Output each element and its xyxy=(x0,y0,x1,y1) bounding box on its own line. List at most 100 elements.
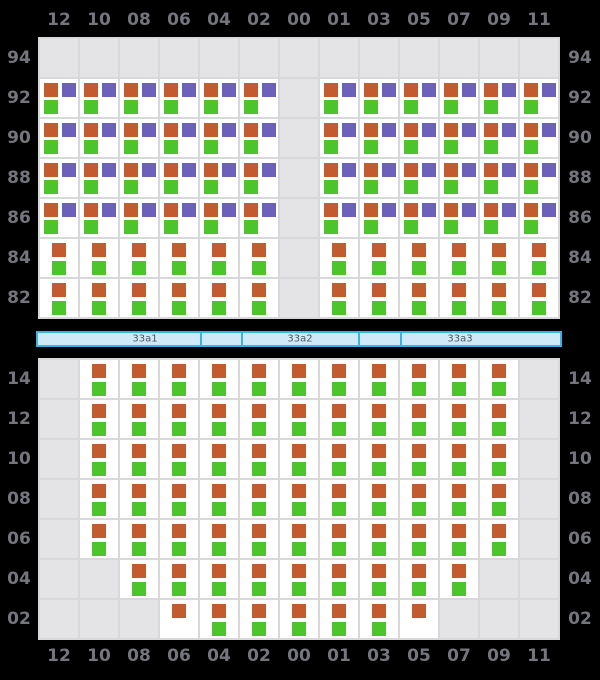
slot-cell[interactable] xyxy=(440,239,478,277)
slot-cell[interactable] xyxy=(520,199,558,237)
slot-cell[interactable] xyxy=(80,159,118,197)
slot-cell[interactable] xyxy=(320,159,358,197)
slot-cell[interactable] xyxy=(160,520,198,558)
slot-cell[interactable] xyxy=(200,440,238,478)
slot-cell[interactable] xyxy=(520,119,558,157)
slot-cell[interactable] xyxy=(320,600,358,638)
hatch-bar[interactable]: 33a1 33a2 33a3 xyxy=(36,331,562,347)
slot-cell[interactable] xyxy=(360,480,398,518)
slot-cell[interactable] xyxy=(400,159,438,197)
slot-cell[interactable] xyxy=(320,480,358,518)
slot-cell[interactable] xyxy=(120,79,158,117)
slot-cell[interactable] xyxy=(320,400,358,438)
slot-cell[interactable] xyxy=(120,360,158,398)
slot-cell[interactable] xyxy=(160,560,198,598)
slot-cell[interactable] xyxy=(280,480,318,518)
slot-cell[interactable] xyxy=(440,360,478,398)
slot-cell[interactable] xyxy=(320,520,358,558)
slot-cell[interactable] xyxy=(400,560,438,598)
slot-cell[interactable] xyxy=(400,600,438,638)
slot-cell[interactable] xyxy=(400,239,438,277)
slot-cell[interactable] xyxy=(360,119,398,157)
slot-cell[interactable] xyxy=(80,520,118,558)
slot-cell[interactable] xyxy=(280,600,318,638)
slot-cell[interactable] xyxy=(120,119,158,157)
slot-cell[interactable] xyxy=(360,440,398,478)
slot-cell[interactable] xyxy=(240,600,278,638)
slot-cell[interactable] xyxy=(80,239,118,277)
slot-cell[interactable] xyxy=(480,360,518,398)
slot-cell[interactable] xyxy=(440,279,478,317)
slot-cell[interactable] xyxy=(120,560,158,598)
slot-cell[interactable] xyxy=(240,119,278,157)
slot-cell[interactable] xyxy=(360,279,398,317)
slot-cell[interactable] xyxy=(240,560,278,598)
slot-cell[interactable] xyxy=(120,400,158,438)
slot-cell[interactable] xyxy=(360,360,398,398)
slot-cell[interactable] xyxy=(440,520,478,558)
slot-cell[interactable] xyxy=(520,239,558,277)
slot-cell[interactable] xyxy=(280,400,318,438)
slot-cell[interactable] xyxy=(200,600,238,638)
slot-cell[interactable] xyxy=(240,159,278,197)
slot-cell[interactable] xyxy=(400,440,438,478)
slot-cell[interactable] xyxy=(80,400,118,438)
slot-cell[interactable] xyxy=(320,440,358,478)
slot-cell[interactable] xyxy=(80,279,118,317)
slot-cell[interactable] xyxy=(200,560,238,598)
slot-cell[interactable] xyxy=(240,279,278,317)
slot-cell[interactable] xyxy=(120,520,158,558)
slot-cell[interactable] xyxy=(440,79,478,117)
slot-cell[interactable] xyxy=(440,400,478,438)
slot-cell[interactable] xyxy=(40,279,78,317)
slot-cell[interactable] xyxy=(80,360,118,398)
slot-cell[interactable] xyxy=(360,600,398,638)
slot-cell[interactable] xyxy=(440,480,478,518)
slot-cell[interactable] xyxy=(480,199,518,237)
slot-cell[interactable] xyxy=(440,119,478,157)
slot-cell[interactable] xyxy=(240,440,278,478)
slot-cell[interactable] xyxy=(160,400,198,438)
slot-cell[interactable] xyxy=(160,440,198,478)
slot-cell[interactable] xyxy=(40,159,78,197)
slot-cell[interactable] xyxy=(320,199,358,237)
slot-cell[interactable] xyxy=(320,239,358,277)
slot-cell[interactable] xyxy=(80,199,118,237)
slot-cell[interactable] xyxy=(320,119,358,157)
slot-cell[interactable] xyxy=(120,480,158,518)
slot-cell[interactable] xyxy=(240,199,278,237)
slot-cell[interactable] xyxy=(280,560,318,598)
slot-cell[interactable] xyxy=(360,520,398,558)
slot-cell[interactable] xyxy=(200,199,238,237)
slot-cell[interactable] xyxy=(360,239,398,277)
slot-cell[interactable] xyxy=(200,400,238,438)
slot-cell[interactable] xyxy=(40,199,78,237)
slot-cell[interactable] xyxy=(400,360,438,398)
slot-cell[interactable] xyxy=(400,279,438,317)
slot-cell[interactable] xyxy=(160,360,198,398)
slot-cell[interactable] xyxy=(80,480,118,518)
slot-cell[interactable] xyxy=(520,79,558,117)
slot-cell[interactable] xyxy=(520,279,558,317)
slot-cell[interactable] xyxy=(480,79,518,117)
slot-cell[interactable] xyxy=(240,520,278,558)
slot-cell[interactable] xyxy=(200,360,238,398)
slot-cell[interactable] xyxy=(120,199,158,237)
slot-cell[interactable] xyxy=(480,440,518,478)
slot-cell[interactable] xyxy=(240,400,278,438)
slot-cell[interactable] xyxy=(280,440,318,478)
slot-cell[interactable] xyxy=(40,119,78,157)
slot-cell[interactable] xyxy=(360,400,398,438)
slot-cell[interactable] xyxy=(80,119,118,157)
slot-cell[interactable] xyxy=(80,440,118,478)
slot-cell[interactable] xyxy=(280,360,318,398)
slot-cell[interactable] xyxy=(200,79,238,117)
slot-cell[interactable] xyxy=(200,159,238,197)
slot-cell[interactable] xyxy=(440,440,478,478)
slot-cell[interactable] xyxy=(120,239,158,277)
slot-cell[interactable] xyxy=(400,199,438,237)
slot-cell[interactable] xyxy=(400,480,438,518)
slot-cell[interactable] xyxy=(160,279,198,317)
slot-cell[interactable] xyxy=(440,159,478,197)
slot-cell[interactable] xyxy=(200,119,238,157)
